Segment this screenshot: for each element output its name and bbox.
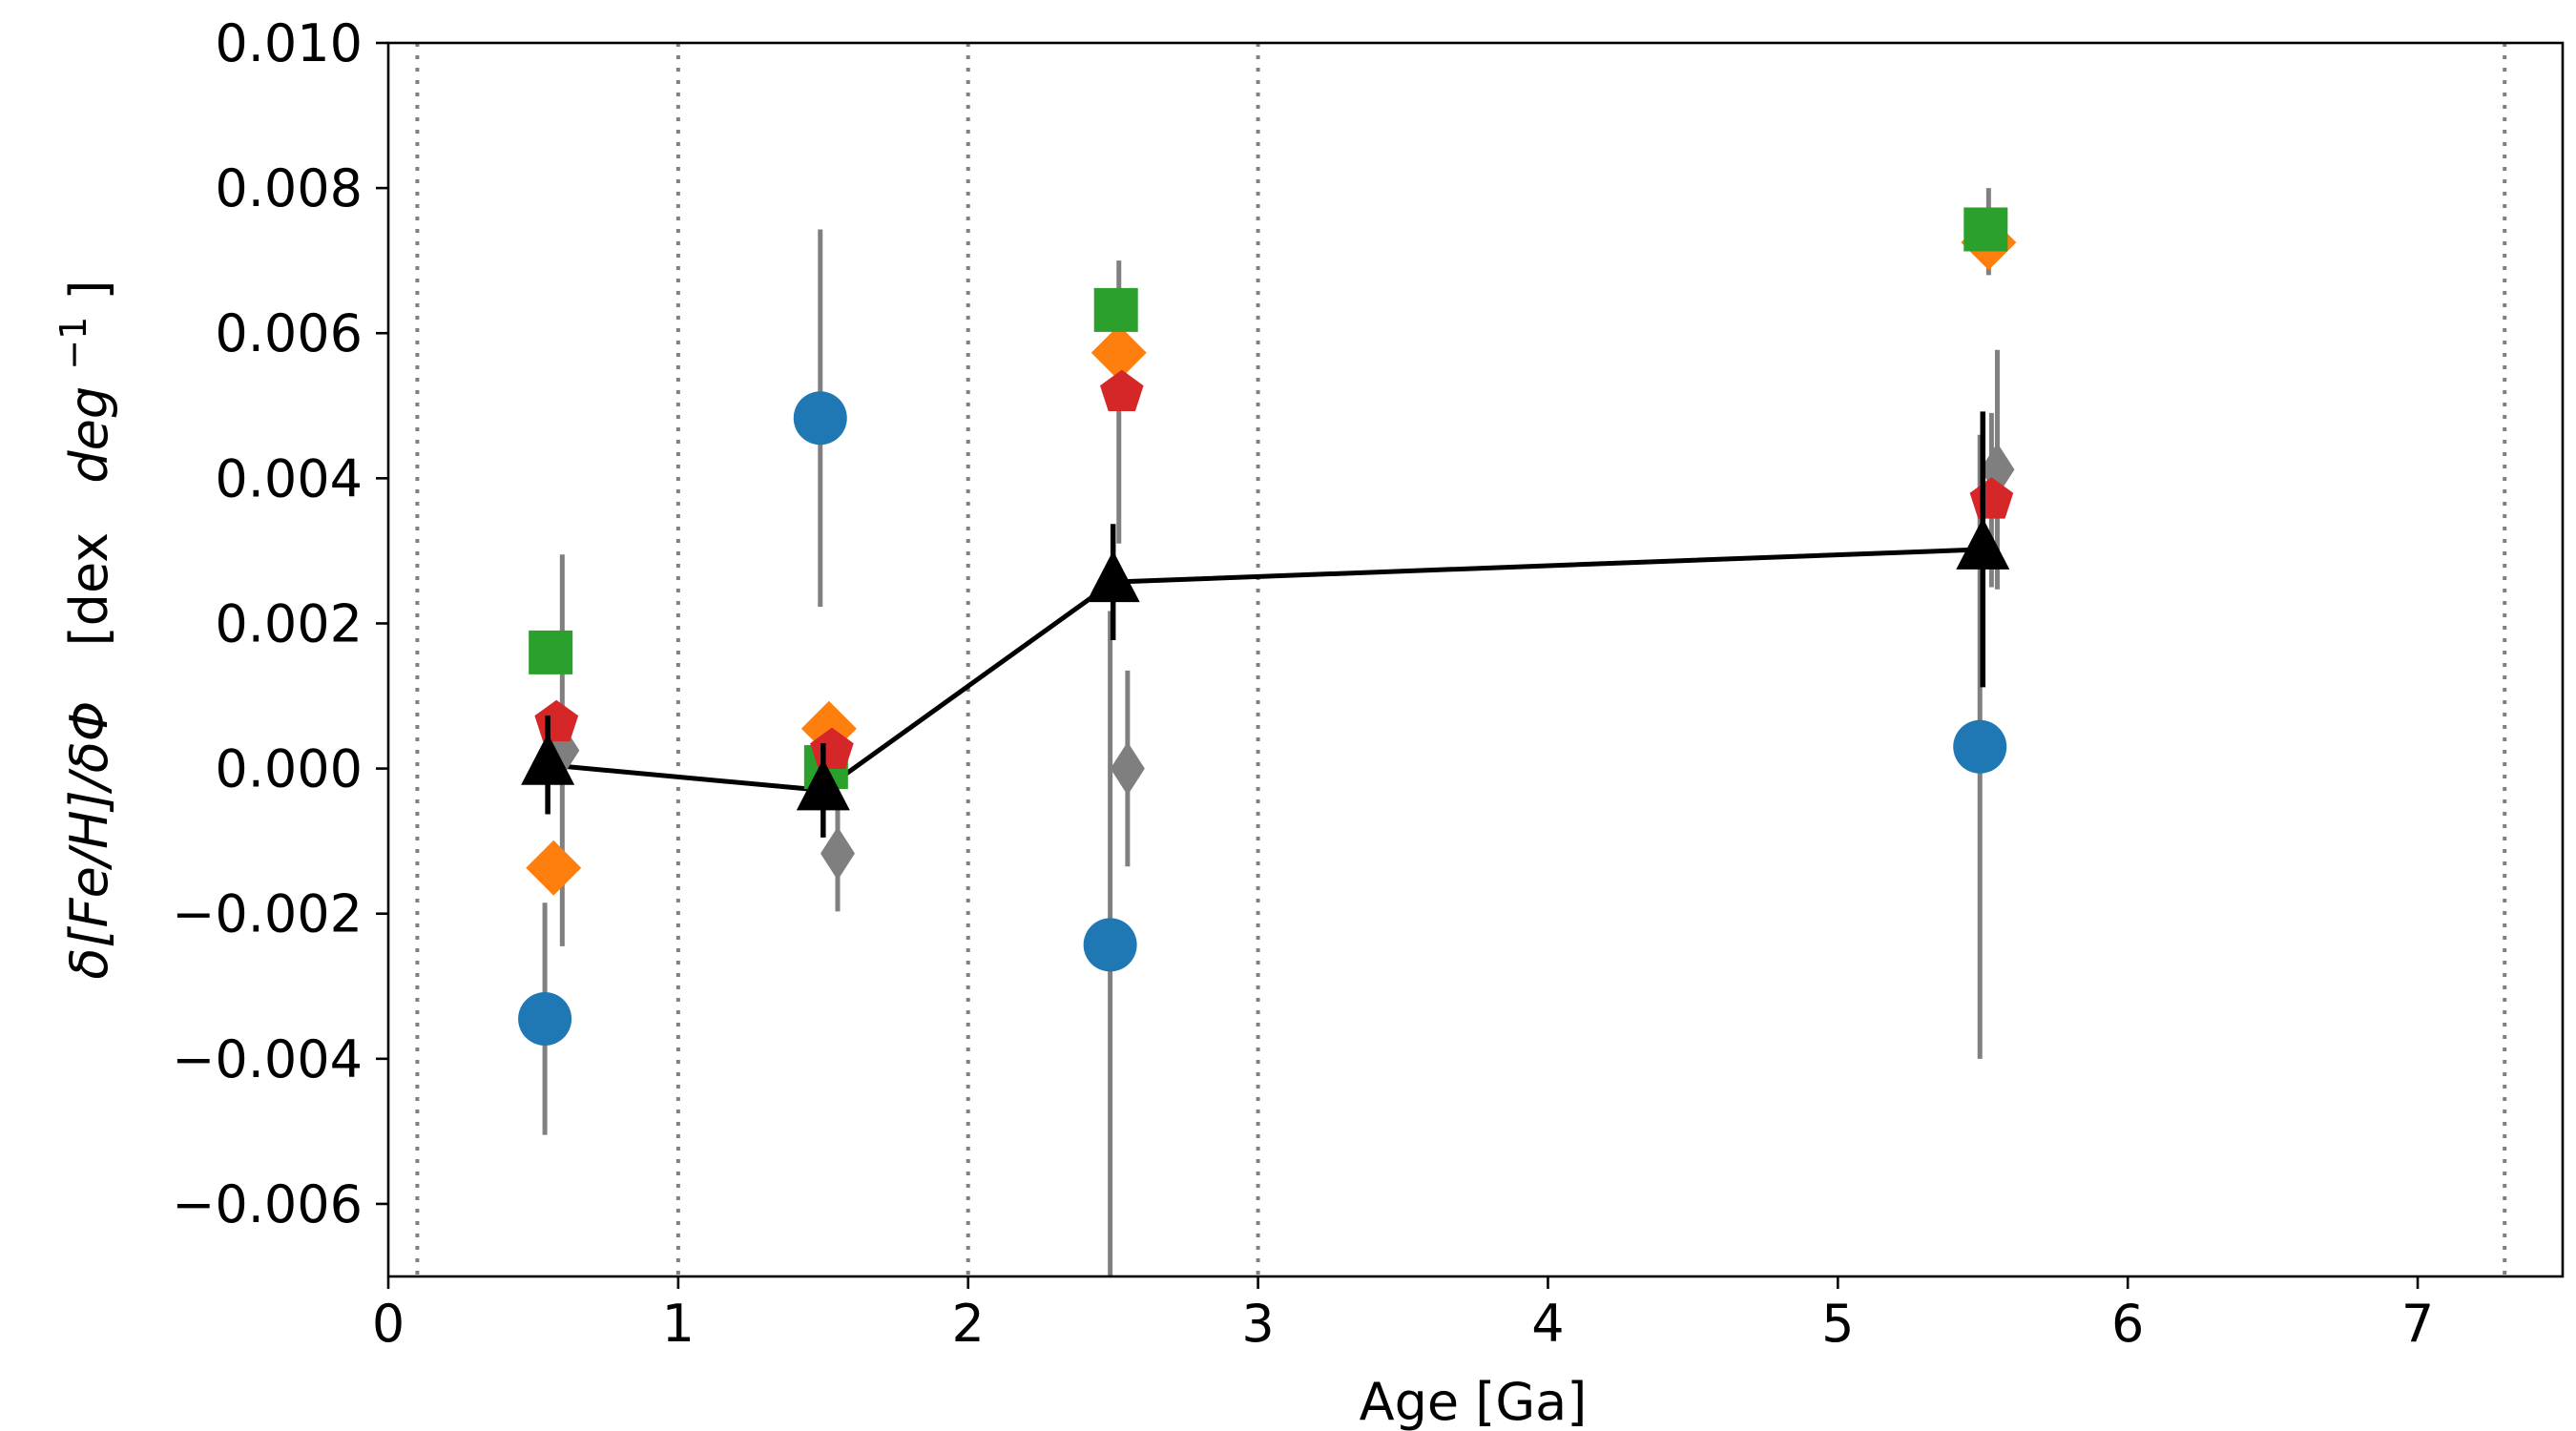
x-tick-label: 4	[1531, 1294, 1564, 1354]
black-triangle-marker	[796, 758, 850, 811]
y-tick-label: 0.008	[215, 158, 363, 218]
red-pentagon-marker	[1100, 369, 1144, 411]
x-tick-label: 0	[372, 1294, 405, 1354]
y-axis-ticks: −0.006 −0.004 −0.002 0.000 0.002 0.004 0.006 0.…	[172, 13, 388, 1234]
green-square-marker	[1963, 207, 2008, 252]
y-axis-label-quantity: δ[Fe/H]/δΦ	[59, 701, 119, 980]
y-tick-label: −0.002	[172, 884, 363, 944]
x-tick-label: 5	[1821, 1294, 1854, 1354]
x-tick-label: 2	[952, 1294, 985, 1354]
y-tick-label: −0.006	[172, 1174, 363, 1234]
plot-frame	[386, 41, 2565, 1278]
y-tick-label: −0.004	[172, 1029, 363, 1089]
orange-diamond-marker	[1091, 324, 1147, 381]
orange-diamond-marker	[526, 840, 582, 896]
y-axis-label-unit-dex: [dex	[59, 532, 119, 647]
blue-circle-marker	[518, 991, 572, 1046]
y-axis-label-unit-deg: deg	[59, 386, 119, 484]
black-triangle-marker	[1956, 517, 2010, 570]
y-tick-label: 0.004	[215, 448, 363, 508]
y-axis-label-close: ]	[59, 280, 119, 300]
black-triangle-marker	[521, 733, 575, 785]
mean-line-path	[547, 547, 1984, 793]
blue-circle-marker	[1083, 918, 1137, 972]
green-square-marker	[529, 630, 573, 674]
x-tick-label: 7	[2401, 1294, 2434, 1354]
black-triangle-marker	[1086, 550, 1140, 603]
blue-circle-marker	[793, 391, 847, 446]
y-tick-label: 0.000	[215, 739, 363, 799]
x-axis-label: Age [Ga]	[1360, 1372, 1588, 1431]
data-markers	[518, 207, 2017, 1046]
y-tick-label: 0.006	[215, 303, 363, 363]
y-tick-label: 0.002	[215, 593, 363, 653]
y-tick-label: 0.010	[215, 13, 363, 73]
blue-circle-marker	[1953, 719, 2007, 774]
x-tick-label: 3	[1241, 1294, 1274, 1354]
gray-diamond-marker	[1110, 741, 1145, 796]
mean-trend-line	[547, 547, 1984, 793]
y-axis-label: δ[Fe/H]/δΦ [dex deg −1 ]	[38, 280, 119, 979]
x-axis-ticks: 0 1 2 3 4 5 6 7	[372, 1276, 2434, 1354]
x-tick-label: 1	[662, 1294, 695, 1354]
x-tick-label: 6	[2111, 1294, 2144, 1354]
y-axis-label-exponent: −1	[52, 317, 94, 370]
green-square-marker	[1093, 287, 1138, 332]
gray-diamond-marker	[820, 826, 855, 881]
